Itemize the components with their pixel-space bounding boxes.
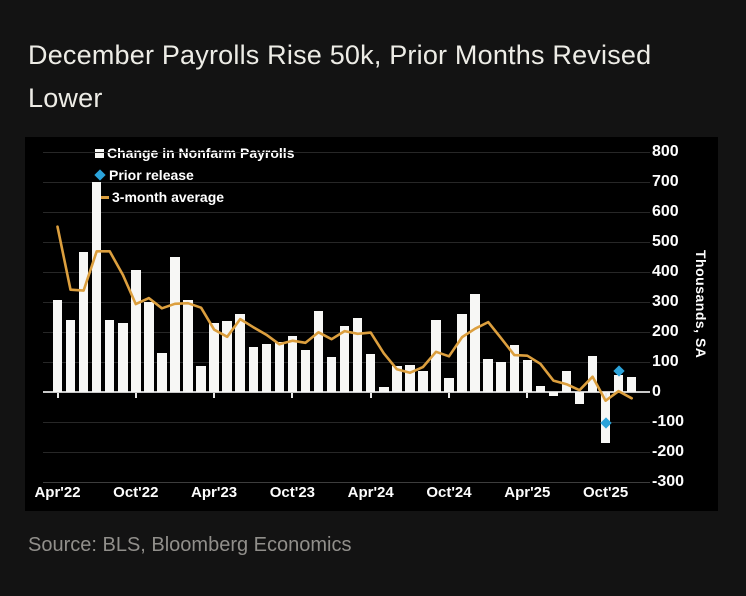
bar-Sep'24 [431,319,441,392]
gridline--100 [43,421,650,423]
y-axis-label-200: 200 [652,322,679,340]
bar-Nov'22 [144,301,154,392]
bar-Dec'22 [157,352,167,392]
x-axis-label-Apr'24: Apr'24 [347,484,394,501]
y-axis-label-600: 600 [652,202,679,220]
bar-Mar'25 [509,345,519,392]
legend-row-2: 3-month average [95,186,294,208]
bar-legend-icon [95,148,104,158]
bar-Nov'24 [457,313,467,392]
bar-Sep'23 [274,342,285,392]
legend-label: Prior release [109,167,194,183]
legend-row-1: Prior release [94,164,294,186]
bar-Oct'22 [131,270,141,392]
chart-headline: December Payrolls Rise 50k, Prior Months… [28,40,652,113]
y-axis-label-0: 0 [652,382,661,400]
bar-Aug'23 [261,343,272,392]
bar-Jul'22 [91,181,102,392]
bar-Jul'23 [248,346,258,392]
y-axis-label-100: 100 [652,352,679,370]
y-axis-label--300: -300 [652,472,685,490]
legend-label: 3-month average [112,189,225,205]
x-axis-tick-Apr'23 [213,392,216,398]
bar-Sep'25 [587,355,598,392]
bar-Aug'25 [574,391,585,404]
source-note: Source: BLS, Bloomberg Economics [28,534,352,556]
bar-Jun'22 [78,252,89,392]
x-axis-tick-Oct'25 [604,392,607,398]
chart-legend: Change in Nonfarm Payrolls Prior release 3… [94,142,294,208]
bar-Jun'24 [392,366,402,392]
y-axis-label--100: -100 [652,412,685,430]
bar-Feb'24 [339,325,350,392]
bar-Dec'24 [470,294,480,392]
gridline-600 [43,211,650,213]
bar-Apr'23 [209,322,219,392]
x-axis-label-Oct'25: Oct'25 [582,484,629,501]
bar-Aug'22 [104,319,115,392]
gridline--300 [43,481,650,483]
x-axis-label-Oct'22: Oct'22 [113,484,159,501]
gridline--200 [43,451,650,453]
line-legend-icon [95,195,109,199]
legend-label: Change in Nonfarm Payrolls [107,145,295,161]
y-axis-title: Thousands, SA [693,249,709,359]
x-axis-tick-Oct'22 [134,392,137,398]
bar-Oct'25 [600,391,611,443]
bar-Apr'24 [365,354,376,392]
bar-Oct'24 [444,378,454,392]
x-axis-label-Oct'24: Oct'24 [426,484,472,501]
bar-Feb'25 [496,361,506,392]
x-axis-label-Apr'25: Apr'25 [504,484,551,501]
bar-Aug'24 [418,370,428,392]
x-axis-label-Apr'22: Apr'22 [34,484,81,501]
y-axis-label--200: -200 [652,442,685,460]
bar-Nov'25 [613,375,624,392]
x-axis-tick-Oct'23 [291,392,294,398]
bar-Mar'23 [196,366,206,392]
bar-Oct'23 [287,336,298,392]
bar-Nov'23 [300,349,311,392]
bar-Jun'23 [235,313,245,392]
bar-Mar'24 [352,318,363,392]
bar-May'22 [65,319,76,392]
x-axis-label-Oct'23: Oct'23 [269,484,316,501]
x-axis-tick-Oct'24 [448,392,450,398]
y-axis-label-400: 400 [652,262,679,280]
y-axis-label-800: 800 [652,142,679,160]
bar-Dec'23 [313,310,324,392]
bar-Apr'25 [522,360,533,392]
gridline-800 [43,151,650,153]
bar-Dec'25 [626,376,637,392]
x-axis-tick-Apr'24 [369,392,372,398]
x-axis-tick-Apr'25 [526,392,529,398]
bar-Feb'23 [183,300,193,392]
bar-Apr'22 [52,300,63,392]
bar-Jan'24 [326,357,337,392]
y-axis-label-700: 700 [652,172,679,190]
bar-May'25 [535,385,546,392]
bar-Sep'22 [118,322,128,392]
y-axis-label-300: 300 [652,292,679,310]
gridline-500 [43,241,650,243]
bar-Jun'25 [548,391,559,397]
x-axis-tick-Apr'22 [56,392,59,398]
bar-Jul'25 [561,370,572,392]
legend-row-0: Change in Nonfarm Payrolls [95,142,294,164]
diamond-legend-icon [94,169,106,181]
x-axis-label-Apr'23: Apr'23 [191,484,238,501]
gridline-700 [43,181,650,183]
bar-Jan'25 [483,358,493,392]
bar-May'24 [379,387,389,392]
bar-May'23 [222,321,232,392]
y-axis-label-500: 500 [652,232,679,250]
bar-Jan'23 [170,256,180,392]
bar-Jul'24 [405,364,415,392]
payrolls-chart: Change in Nonfarm Payrolls Prior release 3… [25,137,718,511]
